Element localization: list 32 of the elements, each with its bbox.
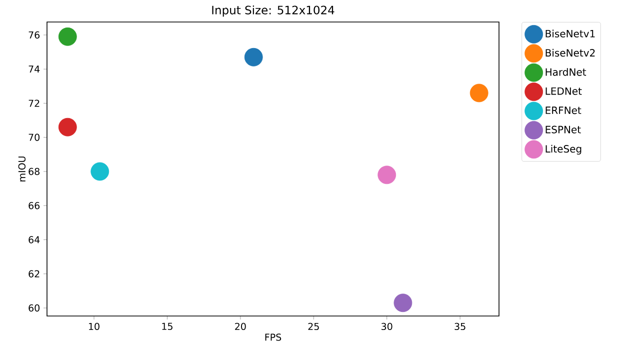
x-tick-label: 10 bbox=[89, 322, 100, 330]
y-tick-label: 68 bbox=[28, 168, 40, 176]
y-tick-label: 66 bbox=[28, 202, 40, 210]
x-tick-label: 25 bbox=[308, 322, 319, 330]
y-axis-title: mIOU bbox=[18, 156, 26, 182]
legend-label: ESPNet bbox=[546, 126, 581, 134]
point bbox=[58, 27, 77, 46]
legend-label: ERFNet bbox=[546, 106, 582, 114]
point bbox=[470, 84, 488, 102]
y-tick-label: 62 bbox=[28, 270, 40, 278]
x-tick-label: 35 bbox=[454, 322, 466, 330]
x-tick-label: 20 bbox=[235, 322, 246, 330]
x-axis-title: FPS bbox=[265, 334, 282, 341]
y-tick-label: 76 bbox=[28, 31, 40, 39]
legend-label: LEDNet bbox=[546, 87, 582, 95]
legend-label: BiseNetv2 bbox=[546, 48, 595, 57]
y-tick-label: 70 bbox=[28, 134, 40, 141]
chart-title: Input Size: 512x1024 bbox=[212, 6, 334, 17]
legend-label: HardNet bbox=[546, 68, 586, 76]
y-tick-label: 60 bbox=[28, 304, 40, 312]
point bbox=[394, 294, 412, 312]
point bbox=[90, 162, 110, 181]
y-tick-label: 72 bbox=[28, 100, 40, 107]
x-tick-label: 15 bbox=[162, 322, 172, 330]
legend-label: BiseNetv1 bbox=[546, 30, 595, 38]
x-tick-label: 30 bbox=[382, 322, 392, 330]
point bbox=[378, 166, 396, 184]
point bbox=[244, 48, 263, 66]
y-tick-label: 64 bbox=[28, 236, 40, 244]
point bbox=[58, 118, 77, 136]
legend-label: LiteSeg bbox=[546, 144, 582, 155]
y-tick-label: 74 bbox=[28, 66, 40, 73]
